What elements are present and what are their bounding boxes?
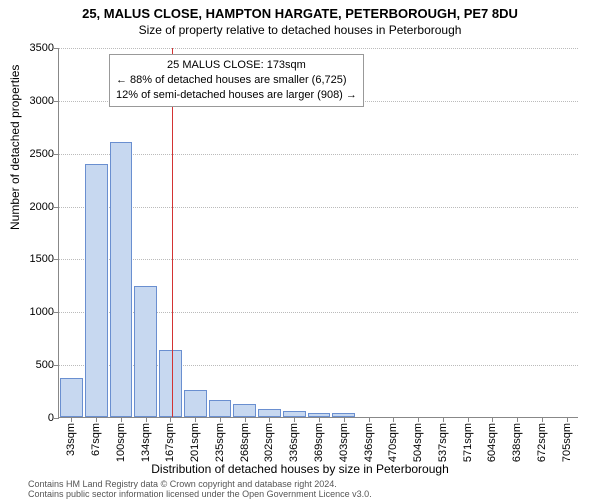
annotation-box: 25 MALUS CLOSE: 173sqm ← 88% of detached…	[109, 54, 364, 107]
histogram-bar	[184, 390, 207, 417]
histogram-bar	[233, 404, 256, 417]
footer-line2: Contains public sector information licen…	[28, 490, 372, 500]
histogram-bar	[85, 164, 108, 417]
y-tick-label: 500	[36, 359, 59, 371]
x-tick-label: 302sqm	[263, 423, 275, 462]
x-tick-label: 268sqm	[239, 423, 251, 462]
x-tick-label: 638sqm	[511, 423, 523, 462]
x-tick	[344, 417, 345, 422]
x-tick-label: 167sqm	[164, 423, 176, 462]
x-tick-label: 672sqm	[536, 423, 548, 462]
x-tick-label: 504sqm	[412, 423, 424, 462]
x-tick-label: 134sqm	[140, 423, 152, 462]
x-tick	[269, 417, 270, 422]
x-tick	[418, 417, 419, 422]
x-tick-label: 336sqm	[288, 423, 300, 462]
y-tick-label: 2500	[30, 148, 59, 160]
annotation-line3: 12% of semi-detached houses are larger (…	[116, 88, 357, 103]
x-tick	[220, 417, 221, 422]
x-tick	[393, 417, 394, 422]
histogram-bar	[209, 400, 232, 417]
chart-title-main: 25, MALUS CLOSE, HAMPTON HARGATE, PETERB…	[0, 0, 600, 21]
x-tick-label: 436sqm	[363, 423, 375, 462]
y-tick-label: 3500	[30, 42, 59, 54]
x-tick-label: 571sqm	[462, 423, 474, 462]
y-tick-label: 3000	[30, 95, 59, 107]
x-tick	[170, 417, 171, 422]
y-tick-label: 0	[48, 412, 59, 424]
histogram-bar	[159, 350, 182, 417]
x-tick	[492, 417, 493, 422]
x-tick-label: 100sqm	[115, 423, 127, 462]
gridline	[59, 207, 578, 208]
x-tick	[121, 417, 122, 422]
x-tick	[195, 417, 196, 422]
x-tick	[319, 417, 320, 422]
histogram-bar	[134, 286, 157, 417]
x-tick	[542, 417, 543, 422]
x-tick	[567, 417, 568, 422]
x-tick	[146, 417, 147, 422]
plot-area: 050010001500200025003000350033sqm67sqm10…	[58, 48, 578, 418]
gridline	[59, 154, 578, 155]
y-tick-label: 2000	[30, 201, 59, 213]
chart-title-sub: Size of property relative to detached ho…	[0, 21, 600, 37]
x-tick	[71, 417, 72, 422]
y-axis-label: Number of detached properties	[8, 65, 22, 230]
x-tick	[294, 417, 295, 422]
annotation-line1: 25 MALUS CLOSE: 173sqm	[116, 58, 357, 73]
y-tick-label: 1500	[30, 253, 59, 265]
y-tick-label: 1000	[30, 306, 59, 318]
x-tick-label: 201sqm	[189, 423, 201, 462]
histogram-bar	[110, 142, 133, 417]
footer-attribution: Contains HM Land Registry data © Crown c…	[28, 480, 372, 500]
x-tick	[468, 417, 469, 422]
x-tick-label: 403sqm	[338, 423, 350, 462]
x-tick-label: 235sqm	[214, 423, 226, 462]
x-tick	[245, 417, 246, 422]
x-tick	[443, 417, 444, 422]
x-tick-label: 470sqm	[387, 423, 399, 462]
histogram-bar	[60, 378, 83, 417]
x-tick-label: 33sqm	[65, 423, 77, 456]
gridline	[59, 259, 578, 260]
x-tick	[369, 417, 370, 422]
x-tick	[96, 417, 97, 422]
histogram-bar	[258, 409, 281, 417]
x-tick-label: 369sqm	[313, 423, 325, 462]
x-tick-label: 67sqm	[90, 423, 102, 456]
x-tick-label: 537sqm	[437, 423, 449, 462]
x-tick	[517, 417, 518, 422]
gridline	[59, 48, 578, 49]
annotation-line2: ← 88% of detached houses are smaller (6,…	[116, 73, 357, 88]
x-tick-label: 604sqm	[486, 423, 498, 462]
x-axis-label: Distribution of detached houses by size …	[0, 462, 600, 476]
x-tick-label: 705sqm	[561, 423, 573, 462]
